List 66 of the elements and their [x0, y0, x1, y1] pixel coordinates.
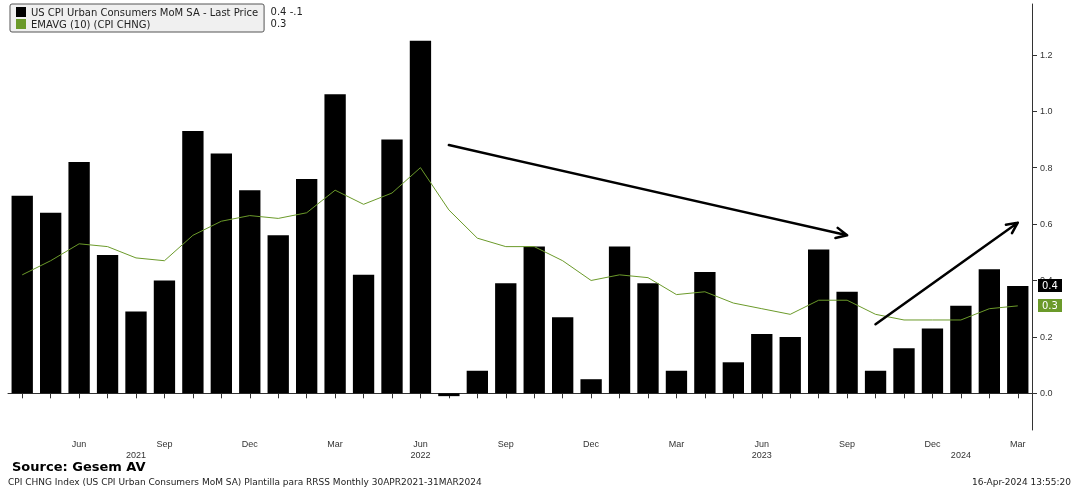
x-tick-label: Jun 2022	[410, 438, 431, 460]
bar	[239, 190, 261, 394]
x-tick-label: Mar	[1010, 438, 1026, 449]
bar	[552, 317, 574, 394]
bar	[580, 379, 602, 394]
bar	[950, 305, 972, 394]
y-tick-label: 0.0	[1040, 388, 1053, 399]
bar	[11, 195, 33, 394]
bar	[210, 153, 232, 394]
bar	[182, 130, 204, 394]
y-tick-label: 1.0	[1040, 106, 1053, 117]
bar	[68, 161, 90, 394]
y-tick-label: 0.6	[1040, 219, 1053, 230]
x-tick-label: Jun 2023	[751, 438, 772, 460]
bar	[1007, 286, 1029, 394]
bar	[40, 212, 62, 394]
x-tick-label: Sep	[839, 438, 856, 449]
bar	[267, 235, 289, 394]
bar	[921, 328, 944, 394]
bar	[352, 274, 375, 394]
bar	[665, 370, 688, 394]
bar	[722, 362, 744, 394]
x-tick-label: Dec	[241, 438, 259, 449]
legend-label: EMAVG (10) (CPI CHNG)	[31, 18, 151, 30]
bar	[893, 348, 915, 394]
x-tick-label: 2021	[125, 449, 147, 460]
bar	[864, 370, 887, 394]
bar	[836, 291, 858, 394]
x-tick-label: Sep	[156, 438, 173, 449]
bar	[96, 255, 119, 394]
x-tick-label: Jun	[71, 438, 87, 449]
bar	[296, 178, 318, 394]
x-tick-label: Dec	[583, 438, 600, 449]
annotation: 0.3	[270, 18, 287, 29]
legend-label: US CPI Urban Consumers MoM SA - Last Price	[31, 6, 259, 18]
bar	[808, 249, 830, 394]
y-tick-label: 0.8	[1040, 162, 1053, 173]
text: 0.3	[1038, 298, 1062, 312]
x-tick-label: Sep	[497, 438, 514, 449]
bar	[381, 139, 403, 394]
bar	[125, 311, 147, 394]
bar	[608, 246, 631, 394]
line-series	[21, 167, 1019, 321]
y-tick-label: 0.2	[1040, 331, 1053, 342]
bar	[637, 283, 659, 394]
bar	[495, 283, 517, 394]
annotation: 0.4 -.1	[270, 6, 303, 17]
x-tick-label: Mar	[327, 438, 343, 449]
text: 0.4	[1038, 279, 1062, 293]
bar	[324, 94, 346, 394]
bar	[751, 334, 773, 394]
bar	[438, 393, 460, 397]
bar	[779, 336, 801, 394]
bar	[409, 40, 432, 394]
source-note: Source: Gesem AV	[12, 459, 146, 474]
y-tick-label: 1.2	[1040, 49, 1053, 60]
bar	[978, 269, 1000, 394]
x-tick-label: 2024	[950, 449, 971, 460]
bar	[153, 280, 176, 394]
x-tick-label: Dec	[924, 438, 941, 449]
text: 16-Apr-2024 13:55:20	[972, 477, 1071, 487]
x-tick-label: Mar	[668, 438, 685, 449]
bar	[694, 272, 716, 394]
text: CPI CHNG Index (US CPI Urban Consumers MoM SA) Plantilla para RRSS Monthly 30APR2021-31MAR2024	[8, 477, 482, 487]
bar	[466, 370, 488, 394]
bar	[523, 246, 545, 394]
